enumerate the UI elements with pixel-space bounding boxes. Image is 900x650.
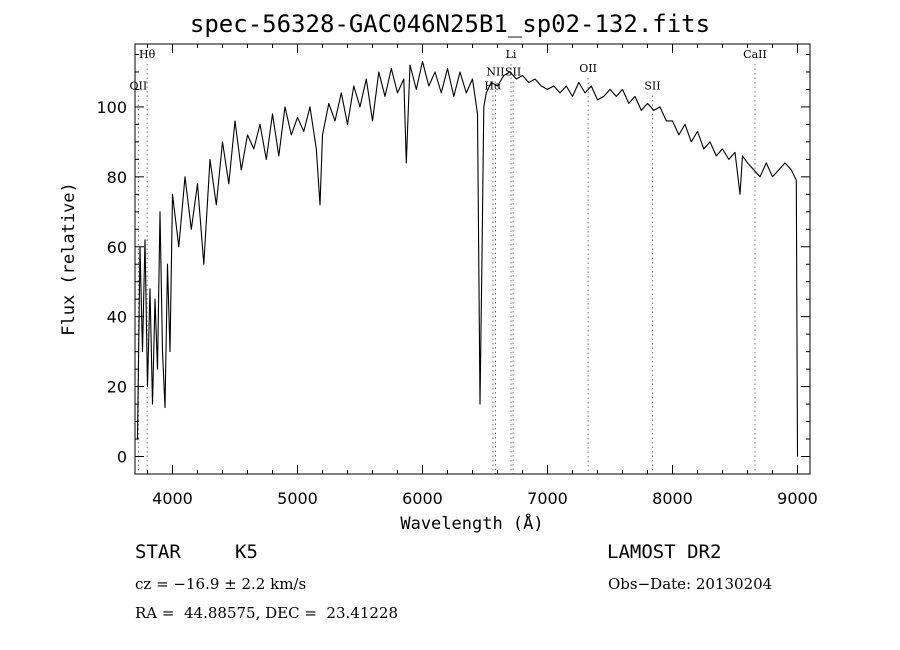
line-marker-label: CaII [743,48,767,61]
observation-date: Obs−Date: 20130204 [608,575,773,593]
object-class: STAR [135,541,181,563]
line-marker-label: Li [506,48,517,61]
y-tick-label: 80 [107,168,127,187]
axis-ticks: 4000 5000 6000 7000 8000 9000 0 20 40 60 80 100 [96,44,818,508]
line-marker-label: SII [644,79,660,92]
line-marker-label: OII [130,79,148,92]
y-tick-label: 0 [117,448,127,467]
y-axis-label: Flux (relative) [59,182,79,336]
y-tick-label: 20 [107,378,127,397]
x-tick-label: 7000 [527,489,568,508]
survey-name: LAMOST DR2 [607,541,722,563]
y-tick-label: 40 [107,308,127,327]
plot-frame [134,43,811,475]
x-tick-label: 6000 [402,489,443,508]
x-axis-label: Wavelength (Å) [400,512,543,534]
line-marker-label: Hα [484,79,502,92]
x-tick-label: 8000 [652,489,693,508]
x-tick-label: 4000 [152,489,193,508]
x-tick-label: 5000 [277,489,318,508]
line-marker-label: Hθ [139,48,156,61]
line-marker-label: OII [579,62,597,75]
redshift-readout: cz = −16.9 ± 2.2 km/s [135,575,307,593]
y-tick-label: 100 [96,98,127,117]
y-tick-label: 60 [107,238,127,257]
line-marker-label: NII [486,65,504,78]
coordinates-readout: RA = 44.88575, DEC = 23.41228 [135,604,399,622]
x-tick-label: 9000 [777,489,818,508]
spectrum-line [136,60,799,457]
spectral-subclass: K5 [235,541,258,563]
chart-title: spec-56328-GAC046N25B1_sp02-132.fits [189,10,711,38]
line-marker-label: SII [505,65,521,78]
